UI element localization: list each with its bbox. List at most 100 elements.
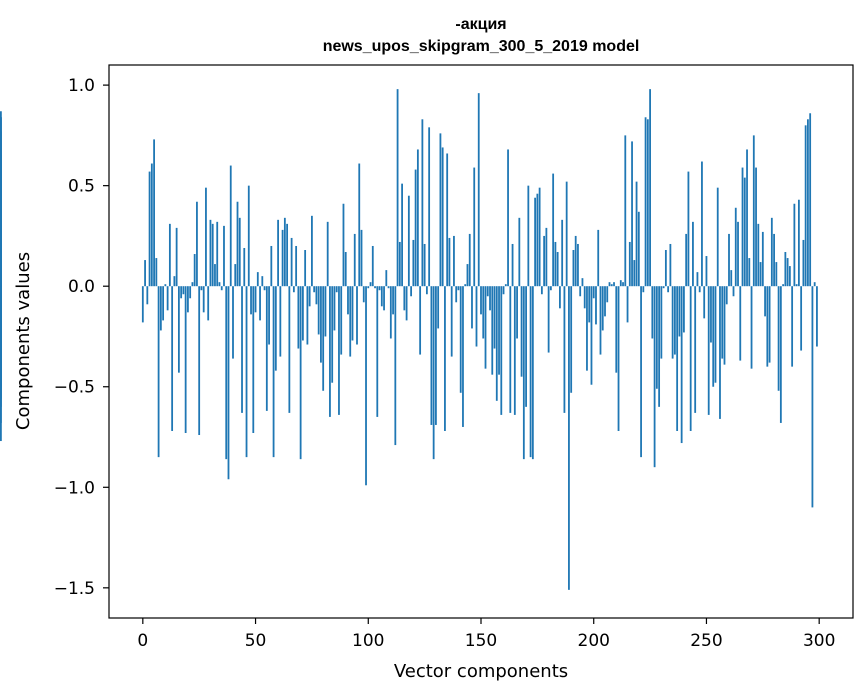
- y-tick-label: 0.0: [68, 277, 95, 297]
- bar: [583, 286, 586, 309]
- bar: [374, 286, 376, 289]
- bar: [610, 284, 613, 287]
- bar: [595, 286, 597, 325]
- bar: [295, 245, 298, 287]
- bar: [468, 233, 471, 287]
- bar: [392, 286, 394, 315]
- bar: [486, 286, 489, 297]
- bar: [604, 286, 606, 317]
- bar: [511, 243, 514, 287]
- bar: [504, 284, 507, 287]
- bar: [809, 113, 812, 287]
- bar: [775, 262, 778, 287]
- bar: [243, 247, 246, 287]
- bar: [193, 254, 196, 287]
- bar: [407, 195, 410, 287]
- bar: [159, 286, 162, 331]
- bar: [588, 286, 591, 323]
- bar: [797, 199, 800, 287]
- bar: [664, 250, 667, 287]
- bar: [441, 147, 444, 287]
- bar: [360, 229, 363, 287]
- bar: [574, 235, 577, 287]
- bar: [518, 217, 521, 287]
- bar: [680, 286, 683, 444]
- bar: [599, 286, 602, 355]
- bar-series: [0, 89, 818, 590]
- bar: [649, 89, 651, 287]
- bar: [757, 223, 760, 287]
- bar: [351, 286, 354, 341]
- y-axis-ticks: 1.0 0.5 0.0 −0.5 −1.0 −1.5: [54, 76, 109, 599]
- bar: [146, 286, 149, 305]
- x-tick-label: 150: [465, 631, 497, 651]
- bar: [317, 286, 320, 335]
- bar: [755, 167, 757, 287]
- bar: [369, 282, 372, 287]
- bar: [333, 286, 336, 331]
- bar: [182, 286, 185, 295]
- bar: [349, 286, 352, 357]
- bar: [705, 256, 708, 287]
- bar: [561, 219, 564, 287]
- bar: [401, 183, 403, 287]
- bar: [531, 286, 534, 460]
- bar: [552, 173, 555, 287]
- bar: [493, 286, 496, 349]
- bar: [265, 286, 268, 411]
- bar: [250, 286, 252, 315]
- bar: [613, 282, 615, 287]
- bar: [168, 223, 171, 287]
- bar: [162, 286, 165, 321]
- x-tick-label: 300: [803, 631, 835, 651]
- x-tick-label: 50: [245, 631, 267, 651]
- bar: [324, 286, 327, 337]
- bar: [635, 181, 638, 287]
- bar: [207, 286, 210, 321]
- bar: [543, 235, 546, 287]
- bar: [714, 286, 717, 383]
- bar: [563, 286, 566, 413]
- bar: [148, 171, 151, 287]
- bar: [356, 286, 358, 345]
- bar: [173, 276, 176, 287]
- bar: [683, 286, 685, 333]
- bar: [622, 282, 624, 287]
- bar: [689, 286, 692, 431]
- bar: [707, 286, 710, 415]
- bar: [786, 258, 789, 287]
- bar: [725, 286, 728, 305]
- bar: [290, 237, 293, 287]
- bar: [358, 163, 361, 287]
- bar: [225, 286, 228, 460]
- bar: [241, 286, 243, 413]
- bar: [261, 276, 264, 287]
- bar: [676, 286, 679, 431]
- bar: [189, 286, 192, 299]
- bar: [329, 286, 331, 417]
- bar: [155, 258, 158, 287]
- y-tick-label: 1.0: [68, 76, 95, 96]
- bar: [0, 286, 2, 311]
- bar: [362, 286, 365, 303]
- bar: [673, 286, 676, 355]
- bar: [247, 185, 250, 287]
- bar: [283, 217, 286, 287]
- bar: [297, 286, 300, 349]
- bar: [788, 266, 791, 287]
- bar: [387, 286, 390, 289]
- bar: [646, 119, 649, 287]
- bar: [732, 286, 735, 297]
- bar: [779, 286, 782, 423]
- bar: [513, 286, 516, 415]
- bar: [425, 286, 428, 295]
- bar: [522, 286, 525, 460]
- bar: [367, 286, 370, 289]
- bar: [462, 286, 464, 427]
- bar: [529, 286, 532, 458]
- bar: [439, 133, 442, 287]
- x-tick-label: 0: [137, 631, 148, 651]
- bar: [687, 171, 690, 287]
- bar: [723, 286, 726, 365]
- bar: [396, 89, 399, 287]
